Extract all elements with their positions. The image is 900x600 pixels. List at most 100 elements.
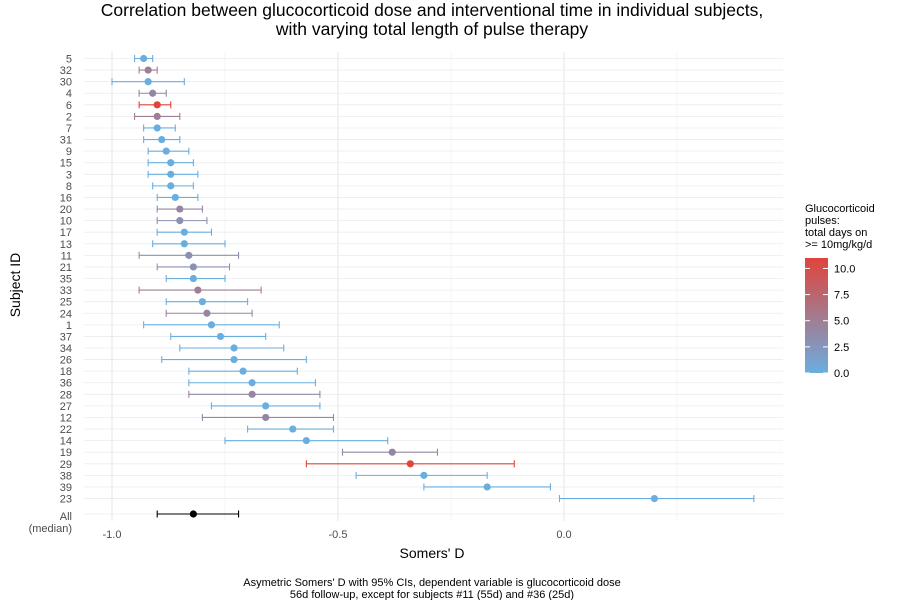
y-tick-label-subject-34: 34	[60, 343, 72, 355]
point-estimate-subject-20	[176, 205, 184, 213]
ci-row-subject-3	[147, 170, 199, 178]
legend-colorbar	[805, 258, 828, 373]
y-tick-label-summary-line-2: (median)	[29, 523, 72, 535]
ci-row-subject-30	[111, 78, 185, 86]
y-tick-label-subject-35: 35	[60, 274, 72, 286]
x-tick-label-2: 0.0	[556, 529, 571, 541]
y-tick-label-subject-39: 39	[60, 482, 72, 494]
y-tick-label-subject-15: 15	[60, 158, 72, 170]
y-tick-label-subject-16: 16	[60, 192, 72, 204]
ci-row-subject-8	[152, 182, 194, 190]
x-tick-label-1: -0.5	[329, 529, 348, 541]
ci-row-subject-24	[165, 309, 253, 317]
ci-row-subject-9	[147, 147, 190, 155]
point-estimate-subject-9	[162, 147, 170, 155]
y-tick-label-subject-26: 26	[60, 355, 72, 367]
point-estimate-subject-15	[167, 159, 175, 167]
ci-row-subject-28	[188, 390, 321, 398]
point-estimate-subject-35	[189, 274, 197, 283]
ci-row-subject-15	[147, 159, 194, 167]
y-tick-label-subject-12: 12	[60, 412, 72, 424]
ci-row-subject-36	[188, 379, 316, 387]
y-tick-label-summary-line-1: All	[60, 511, 72, 523]
ci-row-subject-39	[423, 483, 551, 491]
ci-row-subject-18	[188, 367, 298, 375]
point-estimate-subject-19	[388, 448, 396, 456]
point-estimate-subject-34	[230, 344, 238, 352]
ci-row-subject-6	[138, 101, 172, 109]
caption-line-1: Asymetric Somers' D with 95% CIs, depend…	[243, 577, 621, 589]
y-tick-label-subject-38: 38	[60, 470, 72, 482]
ci-row-subject-2	[134, 112, 181, 120]
ci-row-subject-32	[138, 66, 158, 74]
point-estimate-subject-5	[140, 54, 148, 63]
ci-row-subject-31	[143, 135, 181, 144]
caption-line-2: 56d follow-up, except for subjects #11 (…	[290, 589, 574, 600]
y-tick-label-subject-8: 8	[66, 181, 72, 193]
y-tick-label-subject-23: 23	[60, 494, 72, 506]
ci-row-subject-19	[341, 448, 438, 456]
point-estimate-subject-22	[289, 425, 297, 433]
y-tick-label-subject-5: 5	[66, 54, 72, 66]
y-tick-label-subject-25: 25	[60, 297, 72, 309]
point-estimate-subject-37	[216, 332, 225, 341]
ci-row-subject-4	[138, 89, 167, 97]
y-tick-label-subject-33: 33	[60, 285, 72, 297]
ci-row-subject-14	[224, 437, 389, 445]
ci-row-subject-29	[305, 460, 515, 468]
ci-row-subject-5	[134, 54, 154, 63]
ci-row-subject-38	[355, 471, 488, 479]
point-estimate-subject-2	[153, 112, 161, 120]
point-estimate-subject-14	[302, 437, 310, 445]
point-estimate-subject-7	[153, 124, 161, 132]
ci-row-subject-26	[161, 355, 307, 364]
ci-row-subject-7	[143, 124, 176, 132]
point-estimate-subject-16	[171, 193, 179, 202]
point-estimate-subject-13	[180, 240, 188, 248]
ci-row-subject-22	[247, 425, 335, 433]
legend-ticks: 10.0 7.5 5.0 2.5 0.0	[805, 263, 855, 380]
point-estimate-subject-39	[483, 483, 491, 491]
point-estimate-subject-3	[167, 170, 175, 178]
y-tick-label-subject-27: 27	[60, 401, 72, 413]
point-estimate-subject-27	[262, 402, 270, 410]
y-tick-label-subject-6: 6	[66, 100, 72, 112]
legend-tick-label-2: 5.0	[834, 316, 849, 328]
point-estimate-subject-29	[406, 460, 414, 468]
point-estimate-subject-12	[262, 413, 270, 422]
ci-row-subject-10	[156, 217, 208, 225]
legend-tick-label-4: 0.0	[834, 368, 849, 380]
point-estimate-subject-4	[149, 89, 157, 97]
legend-title-line-1: Glucocorticoid	[805, 203, 875, 215]
point-estimate-subject-23	[650, 494, 659, 503]
y-tick-label-subject-21: 21	[60, 262, 72, 274]
ci-row-subject-21	[156, 263, 231, 271]
y-tick-label-subject-17: 17	[60, 227, 72, 239]
chart-title-line-2: with varying total length of pulse thera…	[275, 19, 589, 39]
y-tick-label-subject-3: 3	[66, 169, 72, 181]
color-legend: Glucocorticoid pulses: total days on >= …	[805, 203, 875, 380]
ci-row-subject-20	[156, 205, 203, 213]
x-tick-label-0: -1.0	[103, 529, 122, 541]
x-axis-tick-labels: -1.0 -0.5 0.0	[103, 529, 572, 541]
chart-title-line-1: Correlation between glucocorticoid dose …	[101, 0, 763, 20]
ci-row-subject-23	[558, 494, 755, 503]
point-estimate-subject-1	[207, 321, 216, 329]
y-tick-label-subject-24: 24	[60, 308, 72, 320]
ci-row-subject-34	[179, 344, 285, 352]
y-tick-label-subject-11: 11	[61, 250, 72, 262]
ci-row-all-median	[156, 510, 240, 518]
plot-grid	[84, 52, 783, 521]
legend-title-line-4: >= 10mg/kg/d	[805, 239, 872, 251]
y-tick-label-subject-29: 29	[60, 459, 72, 471]
ci-row-subject-12	[201, 413, 335, 422]
point-estimate-subject-32	[144, 66, 152, 74]
ci-row-subject-1	[143, 321, 280, 329]
plot-marks	[111, 54, 755, 518]
y-axis-title: Subject ID	[7, 253, 23, 318]
point-estimate-subject-8	[167, 182, 175, 190]
point-estimate-subject-30	[144, 78, 152, 86]
legend-tick-label-1: 7.5	[834, 290, 849, 302]
point-estimate-subject-21	[189, 263, 197, 271]
